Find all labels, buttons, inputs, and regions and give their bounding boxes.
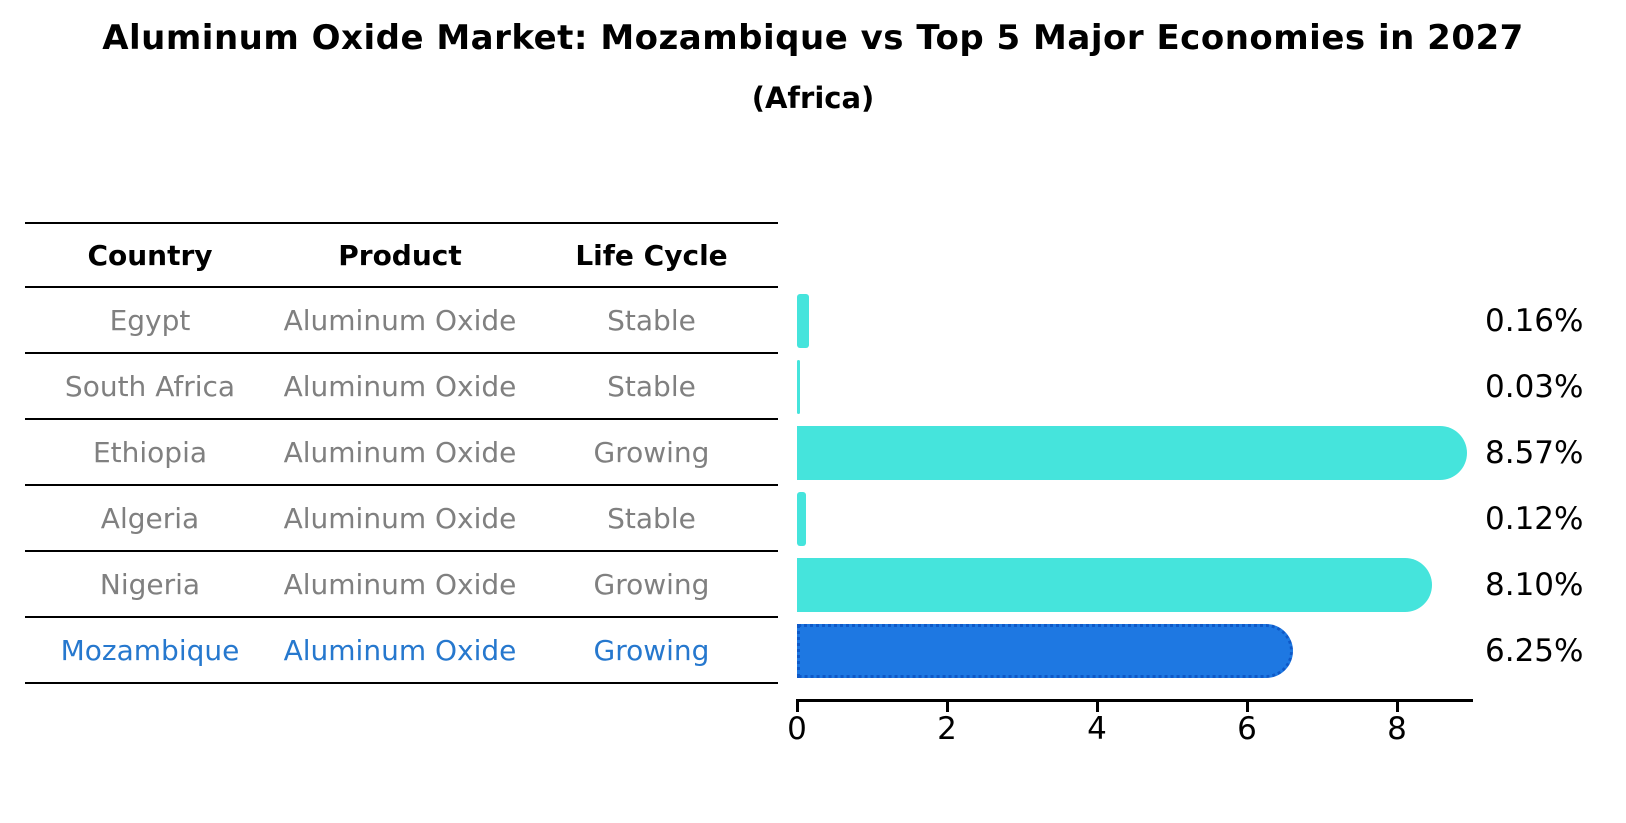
chart-title: Aluminum Oxide Market: Mozambique vs Top… xyxy=(102,18,1524,58)
bar-mozambique xyxy=(797,624,1293,678)
cell-life-cycle: Growing xyxy=(593,435,710,469)
x-axis-tick-label-2: 2 xyxy=(937,711,957,747)
x-axis-tick-label-8: 8 xyxy=(1387,711,1407,747)
chart-subtitle: (Africa) xyxy=(751,81,875,115)
table-row-south-africa: South Africa Aluminum Oxide Stable xyxy=(25,354,778,420)
value-label-nigeria: 8.10% xyxy=(1485,567,1584,603)
data-table: Country Product Life Cycle Egypt Aluminu… xyxy=(25,222,778,684)
x-axis-tick-label-0: 0 xyxy=(787,711,807,747)
x-axis-tick-label-4: 4 xyxy=(1087,711,1107,747)
cell-country: South Africa xyxy=(64,369,236,403)
table-row-ethiopia: Ethiopia Aluminum Oxide Growing xyxy=(25,420,778,486)
bar-nigeria xyxy=(797,558,1432,612)
table-row-mozambique: Mozambique Aluminum Oxide Growing xyxy=(25,618,778,684)
bar-south-africa xyxy=(797,360,800,414)
header-cell-life-cycle: Life Cycle xyxy=(575,238,728,272)
cell-life-cycle: Stable xyxy=(607,303,696,337)
x-axis-tick-8 xyxy=(1395,699,1399,712)
value-label-algeria: 0.12% xyxy=(1485,501,1584,537)
x-axis-tick-label-6: 6 xyxy=(1237,711,1257,747)
cell-country: Mozambique xyxy=(60,633,240,667)
value-label-egypt: 0.16% xyxy=(1485,303,1584,339)
table-row-egypt: Egypt Aluminum Oxide Stable xyxy=(25,288,778,354)
x-axis-tick-4 xyxy=(1095,699,1099,712)
cell-country: Ethiopia xyxy=(92,435,208,469)
cell-country: Egypt xyxy=(109,303,191,337)
header-cell-product: Product xyxy=(338,238,462,272)
bar-algeria xyxy=(797,492,806,546)
x-axis-line xyxy=(797,699,1473,702)
cell-product: Aluminum Oxide xyxy=(283,303,517,337)
table-row-algeria: Algeria Aluminum Oxide Stable xyxy=(25,486,778,552)
cell-life-cycle: Stable xyxy=(607,369,696,403)
cell-product: Aluminum Oxide xyxy=(283,633,517,667)
value-label-mozambique: 6.25% xyxy=(1485,633,1584,669)
cell-product: Aluminum Oxide xyxy=(283,435,517,469)
cell-life-cycle: Stable xyxy=(607,501,696,535)
value-label-ethiopia: 8.57% xyxy=(1485,435,1584,471)
table-header-row: Country Product Life Cycle xyxy=(25,222,778,288)
cell-country: Algeria xyxy=(100,501,200,535)
cell-country: Nigeria xyxy=(99,567,201,601)
x-axis-tick-2 xyxy=(945,699,949,712)
x-axis-tick-6 xyxy=(1245,699,1249,712)
cell-life-cycle: Growing xyxy=(593,567,710,601)
x-axis-tick-0 xyxy=(795,699,799,712)
cell-product: Aluminum Oxide xyxy=(283,369,517,403)
header-cell-country: Country xyxy=(87,238,213,272)
bar-ethiopia xyxy=(797,426,1467,480)
bar-egypt xyxy=(797,294,809,348)
value-label-south-africa: 0.03% xyxy=(1485,369,1584,405)
cell-life-cycle: Growing xyxy=(593,633,710,667)
table-row-nigeria: Nigeria Aluminum Oxide Growing xyxy=(25,552,778,618)
cell-product: Aluminum Oxide xyxy=(283,501,517,535)
cell-product: Aluminum Oxide xyxy=(283,567,517,601)
